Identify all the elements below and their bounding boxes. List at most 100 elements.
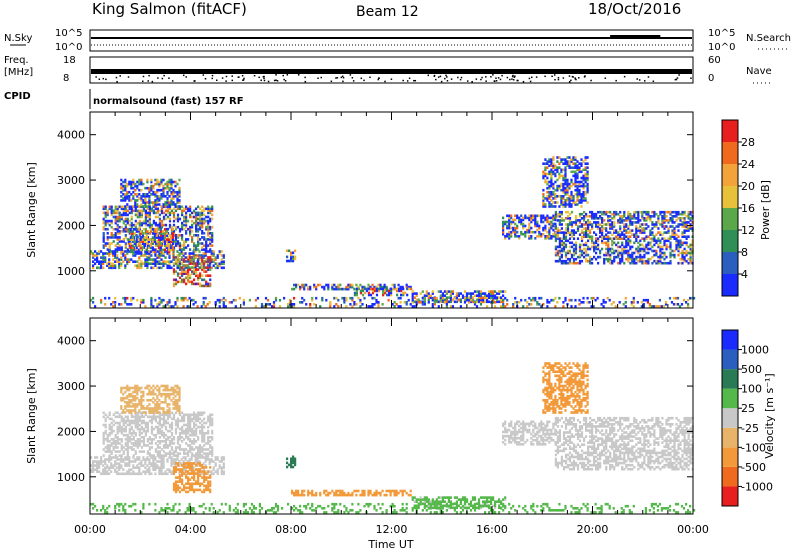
heat-cell xyxy=(146,421,149,425)
heat-cell xyxy=(183,419,186,423)
heat-cell xyxy=(204,458,207,461)
heat-cell xyxy=(216,468,219,471)
heat-cell xyxy=(138,250,141,253)
heat-cell xyxy=(532,298,535,302)
heat-cell xyxy=(122,252,125,255)
heat-cell xyxy=(562,245,566,249)
nave-dot xyxy=(267,80,270,83)
heat-cell xyxy=(148,215,151,219)
heat-cell xyxy=(110,252,113,255)
heat-cell xyxy=(558,166,561,169)
heat-cell xyxy=(118,415,121,419)
heat-cell xyxy=(174,429,178,433)
heat-cell xyxy=(102,260,105,263)
heat-cell xyxy=(132,456,135,459)
heat-cell xyxy=(154,450,157,453)
colorbar-tick-label: 24 xyxy=(741,158,755,171)
heat-cell xyxy=(570,184,573,188)
heat-cell xyxy=(178,254,181,257)
heat-cell xyxy=(587,223,590,226)
heat-cell xyxy=(183,438,186,441)
heat-cell xyxy=(562,261,566,265)
heat-cell xyxy=(148,446,151,449)
heat-cell xyxy=(315,285,318,289)
heat-cell xyxy=(451,292,454,295)
heat-cell xyxy=(605,227,608,230)
heat-cell xyxy=(558,296,561,300)
heat-cell xyxy=(201,454,204,457)
heat-cell xyxy=(183,223,186,227)
heat-cell xyxy=(677,249,680,253)
heat-cell xyxy=(181,436,184,439)
heat-cell xyxy=(187,209,190,213)
heat-cell xyxy=(138,419,141,423)
heat-cell xyxy=(508,230,511,234)
heat-cell xyxy=(603,219,606,222)
heat-cell xyxy=(373,296,376,300)
heat-cell xyxy=(367,285,370,289)
heat-cell xyxy=(112,448,115,451)
nave-dot xyxy=(674,78,677,81)
heat-cell xyxy=(135,240,138,243)
heat-cell xyxy=(138,266,141,270)
heat-cell xyxy=(132,205,135,208)
heat-cell xyxy=(222,466,225,469)
heat-cell xyxy=(176,419,180,423)
heat-cell xyxy=(568,217,572,220)
heat-cell xyxy=(544,178,547,182)
heat-cell xyxy=(663,253,666,257)
heat-cell xyxy=(150,429,153,433)
heat-cell xyxy=(587,229,590,232)
heat-cell xyxy=(160,207,164,211)
heat-cell xyxy=(568,186,571,190)
heat-cell xyxy=(687,251,690,255)
heat-cell xyxy=(562,184,565,188)
heat-cell xyxy=(124,193,127,196)
heat-cell xyxy=(398,287,401,291)
heat-cell xyxy=(168,450,172,453)
heat-cell xyxy=(200,456,203,459)
heat-cell xyxy=(189,258,192,261)
heat-cell xyxy=(576,186,579,190)
heat-cell xyxy=(562,182,565,186)
heat-cell xyxy=(126,193,129,196)
heat-cell xyxy=(214,462,217,465)
heat-cell xyxy=(141,246,144,250)
heat-cell xyxy=(562,259,566,263)
heat-cell xyxy=(207,266,210,269)
heat-cell xyxy=(234,298,237,302)
heat-cell xyxy=(152,193,155,196)
heat-cell xyxy=(185,230,188,233)
heat-cell xyxy=(156,178,159,182)
heat-cell xyxy=(490,290,493,293)
heat-cell xyxy=(408,287,411,291)
heat-cell xyxy=(112,236,115,239)
heat-cell xyxy=(607,259,610,263)
heat-cell xyxy=(576,160,579,163)
heat-cell xyxy=(136,472,139,476)
heat-cell xyxy=(631,215,634,218)
heat-cell xyxy=(178,444,182,447)
heat-cell xyxy=(645,247,648,251)
heat-cell xyxy=(176,262,180,265)
heat-cell xyxy=(166,468,169,471)
heat-cell xyxy=(114,236,117,239)
heat-cell xyxy=(183,209,186,213)
heat-cell xyxy=(120,248,123,251)
heat-cell xyxy=(124,184,127,188)
heat-cell xyxy=(126,213,129,217)
heat-cell xyxy=(203,452,206,455)
heat-cell xyxy=(102,262,105,265)
heat-cell xyxy=(584,166,587,169)
heat-cell xyxy=(627,225,630,228)
heat-cell xyxy=(556,229,559,232)
heat-cell xyxy=(172,230,176,233)
heat-cell xyxy=(576,255,580,259)
heat-cell xyxy=(209,240,212,243)
nave-dot xyxy=(384,80,386,83)
heat-cell xyxy=(687,221,690,224)
heat-cell xyxy=(586,162,589,165)
heat-cell xyxy=(162,446,166,449)
heat-cell xyxy=(170,209,174,213)
heat-cell xyxy=(190,456,193,459)
